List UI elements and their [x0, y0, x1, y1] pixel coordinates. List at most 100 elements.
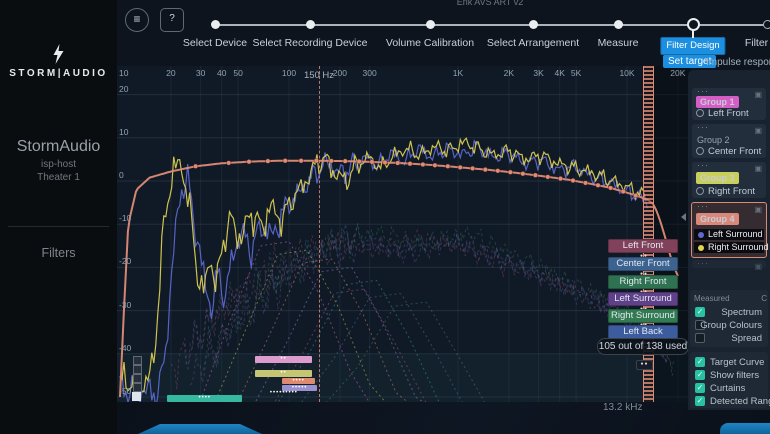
checkbox-spread[interactable]: ✓ — [695, 333, 705, 343]
step-dot — [762, 20, 770, 29]
channel-row[interactable]: Right Front — [696, 186, 755, 197]
measured-options-box: Measured C ✓ Spectrum ✓ Group Colours ✓ … — [690, 290, 768, 347]
sidebar-divider — [8, 226, 109, 227]
curtain-band[interactable] — [643, 66, 654, 402]
filter-band-bar[interactable]: •• — [255, 370, 313, 377]
channel-chip-left-surround[interactable]: Left Surround — [608, 292, 678, 306]
group-solo-icon[interactable]: ▣ — [754, 90, 762, 99]
channel-chip-right-front[interactable]: Right Front — [608, 275, 678, 289]
x-axis-tick: 40 — [217, 68, 227, 78]
step-dot — [528, 20, 538, 29]
x-axis-tick: 50 — [233, 68, 243, 78]
checkbox-curtains[interactable]: ✓ — [695, 383, 705, 393]
channel-row[interactable]: Center Front — [696, 146, 761, 157]
group-badge: Group 4 — [696, 213, 739, 225]
option-label: Detected Range — [710, 396, 770, 407]
tab-impulse-response[interactable]: Impulse response — [706, 57, 770, 68]
x-axis-tick: 30 — [195, 68, 206, 78]
channel-dot-icon — [698, 245, 704, 251]
checkbox-spectrum[interactable]: ✓ — [695, 307, 705, 317]
option-label: Curtains — [710, 383, 746, 394]
channel-row-right-surround[interactable]: Right Surround — [694, 242, 769, 253]
checkbox-show-filters[interactable]: ✓ — [695, 370, 705, 380]
y-axis-tick: -40 — [119, 342, 132, 353]
filter-handle-active[interactable] — [132, 392, 141, 401]
filter-band-bar[interactable]: ••••••••• — [269, 390, 298, 396]
channel-ring-icon — [696, 147, 704, 155]
measured-column-header: Measured — [694, 294, 730, 303]
filter-handle[interactable] — [133, 374, 142, 383]
display-options-box: ✓ Target Curve ✓ Show filters ✓ Curtains… — [690, 352, 770, 408]
checkbox-detected-range[interactable]: ✓ — [695, 396, 705, 406]
filter-band-bar[interactable]: •• — [255, 356, 313, 363]
filter-handle[interactable] — [133, 383, 142, 392]
y-axis-tick: 10 — [119, 126, 129, 137]
curtain-frequency-label: 13.2 kHz — [603, 402, 643, 413]
group-card-1[interactable]: ··· ▣ Group 1 Left Front — [692, 86, 766, 120]
group-card-3[interactable]: ··· ▣ Group 3 Right Front — [692, 160, 766, 198]
stepper-line — [215, 24, 770, 26]
group-menu-icon[interactable]: ··· — [697, 160, 709, 170]
panel-collapse-icon[interactable] — [681, 213, 686, 221]
channel-chip-right-surround[interactable]: Right Surround — [608, 309, 678, 323]
group-solo-icon[interactable]: ▣ — [754, 205, 762, 214]
sidebar-item-filters[interactable]: Filters — [41, 246, 76, 260]
x-axis-tick: 20K — [670, 68, 686, 78]
channel-row[interactable]: Left Front — [696, 108, 749, 119]
x-axis-tick: 5K — [570, 68, 582, 78]
group-solo-icon[interactable]: ▣ — [754, 262, 762, 271]
tab-set-target[interactable]: Set target — [663, 55, 717, 68]
group-menu-icon[interactable]: ··· — [697, 258, 709, 268]
channel-row-left-surround[interactable]: Left Surround — [694, 229, 764, 240]
channel-ring-icon — [696, 187, 704, 195]
response-chart[interactable]: 150 Hz ●● 10 20 30 40 50 100 200 300 1K 2K 3K 4K 5K 1… — [117, 66, 690, 402]
group-menu-icon[interactable]: ··· — [697, 122, 709, 132]
group-solo-icon[interactable]: ▣ — [754, 126, 762, 135]
project-title: Erik AVS ART v2 — [456, 0, 524, 7]
x-axis-tick: 2K — [503, 68, 515, 78]
option-label: Group Colours — [700, 320, 762, 331]
filter-band-bar[interactable]: ••••• — [282, 384, 318, 391]
group-menu-icon[interactable]: ··· — [697, 201, 709, 211]
filter-band-bar[interactable]: •••• — [167, 394, 243, 402]
device-theater: Theater 1 — [37, 172, 80, 183]
y-axis-tick: 0 — [119, 170, 124, 180]
option-label: Spectrum — [721, 307, 762, 318]
device-host: isp-host — [40, 159, 76, 170]
x-axis-tick: 100 — [281, 68, 297, 78]
brand-logo: STORM|AUDIO — [9, 68, 108, 79]
group-badge: Group 1 — [696, 96, 739, 108]
group-menu-icon[interactable]: ··· — [697, 86, 709, 96]
menu-icon[interactable]: ≡ — [125, 8, 149, 32]
group-badge: Group 3 — [696, 172, 739, 184]
y-axis-tick: -10 — [119, 213, 132, 224]
crossover-frequency-label: 150 Hz — [303, 70, 335, 81]
help-icon[interactable]: ? — [160, 8, 184, 32]
x-axis-tick: 20 — [166, 68, 176, 78]
checkbox-target-curve[interactable]: ✓ — [695, 357, 705, 367]
group-solo-icon[interactable]: ▣ — [754, 164, 762, 173]
curtain-drag-handle[interactable]: ●● — [636, 360, 653, 370]
step-dot — [305, 20, 315, 29]
channel-chip-left-front[interactable]: Left Front — [608, 239, 678, 253]
corrected-column-header: C — [761, 294, 767, 303]
option-label: Target Curve — [710, 357, 765, 368]
step-dot — [613, 20, 623, 29]
filter-handle[interactable] — [133, 365, 142, 374]
group-card-5-partial[interactable]: ··· ▣ — [692, 258, 766, 271]
chart-canvas[interactable] — [117, 66, 690, 402]
crossover-marker-line[interactable] — [319, 66, 320, 402]
channel-chip-left-back[interactable]: Left Back — [608, 325, 678, 339]
filter-band-bar[interactable]: •••• — [282, 377, 316, 384]
next-button[interactable] — [720, 423, 770, 434]
group-badge: Group 2 — [697, 135, 730, 145]
x-axis-tick: 4K — [554, 68, 565, 78]
group-card-4-selected[interactable]: ··· ▣ Group 4 Left Surround Right Surrou… — [691, 201, 769, 258]
checkbox-group-colours[interactable]: ✓ — [695, 320, 705, 330]
back-button[interactable] — [138, 424, 262, 434]
channel-chip-center-front[interactable]: Center Front — [608, 257, 678, 271]
step-connector — [692, 30, 694, 38]
filter-handle[interactable] — [133, 356, 142, 365]
group-card-2[interactable]: ··· ▣ Group 2 Center Front — [692, 122, 766, 158]
